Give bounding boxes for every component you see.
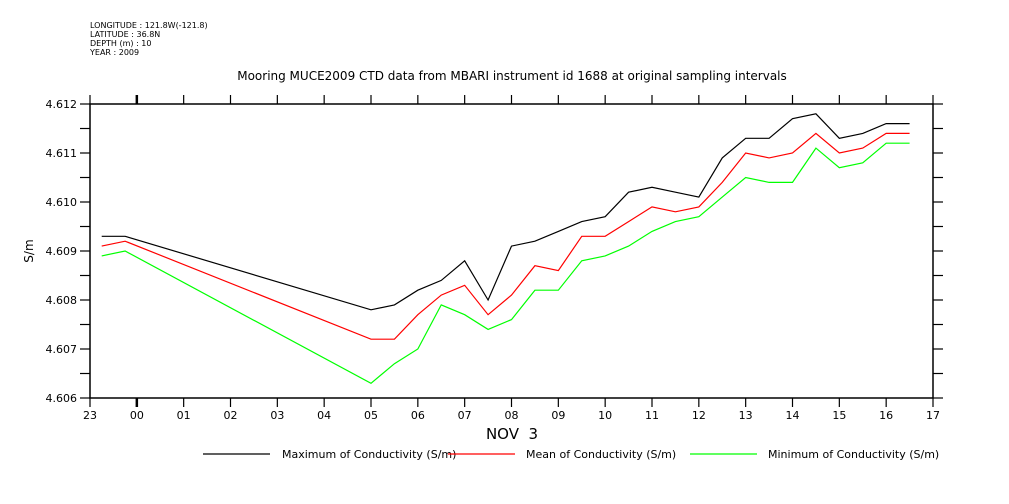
x-axis-label: NOV 3 <box>486 425 538 443</box>
x-tick-label: 14 <box>786 409 800 422</box>
y-tick-label: 4.606 <box>46 392 78 405</box>
y-tick-label: 4.612 <box>46 98 78 111</box>
x-tick-label: 12 <box>692 409 706 422</box>
x-tick-label: 09 <box>551 409 565 422</box>
chart-title: Mooring MUCE2009 CTD data from MBARI ins… <box>237 69 787 83</box>
year-label: YEAR : 2009 <box>90 48 140 57</box>
x-tick-label: 08 <box>505 409 519 422</box>
y-tick-label: 4.611 <box>46 147 78 160</box>
y-tick-label: 4.609 <box>46 245 78 258</box>
x-tick-label: 11 <box>645 409 659 422</box>
legend-label: Minimum of Conductivity (S/m) <box>768 448 939 461</box>
y-tick-label: 4.610 <box>46 196 78 209</box>
x-tick-label: 13 <box>739 409 753 422</box>
x-tick-label: 01 <box>177 409 191 422</box>
x-tick-label: 06 <box>411 409 425 422</box>
series-line-min <box>101 142 910 385</box>
longitude-label: LONGITUDE : 121.8W(-121.8) <box>90 21 208 30</box>
y-tick-label: 4.607 <box>46 343 78 356</box>
x-tick-label: 07 <box>458 409 472 422</box>
legend-label: Maximum of Conductivity (S/m) <box>282 448 456 461</box>
x-tick-label: 17 <box>926 409 940 422</box>
plot-frame <box>89 103 934 399</box>
series-line-max <box>101 113 910 311</box>
y-tick-label: 4.608 <box>46 294 78 307</box>
x-tick-label: 02 <box>224 409 238 422</box>
y-axis-label: S/m <box>22 239 36 262</box>
metadata-block: LONGITUDE : 121.8W(-121.8) LATITUDE : 36… <box>90 21 208 57</box>
legend-label: Mean of Conductivity (S/m) <box>526 448 676 461</box>
x-tick-label: 03 <box>270 409 284 422</box>
latitude-label: LATITUDE : 36.8N <box>90 30 161 39</box>
x-tick-label: 16 <box>879 409 893 422</box>
x-tick-label: 00 <box>130 409 144 422</box>
x-tick-label: 15 <box>832 409 846 422</box>
depth-label: DEPTH (m) : 10 <box>90 39 152 48</box>
x-tick-label: 10 <box>598 409 612 422</box>
series-line-mean <box>101 132 910 340</box>
x-tick-label: 23 <box>83 409 97 422</box>
x-tick-label: 04 <box>317 409 331 422</box>
x-tick-label: 05 <box>364 409 378 422</box>
